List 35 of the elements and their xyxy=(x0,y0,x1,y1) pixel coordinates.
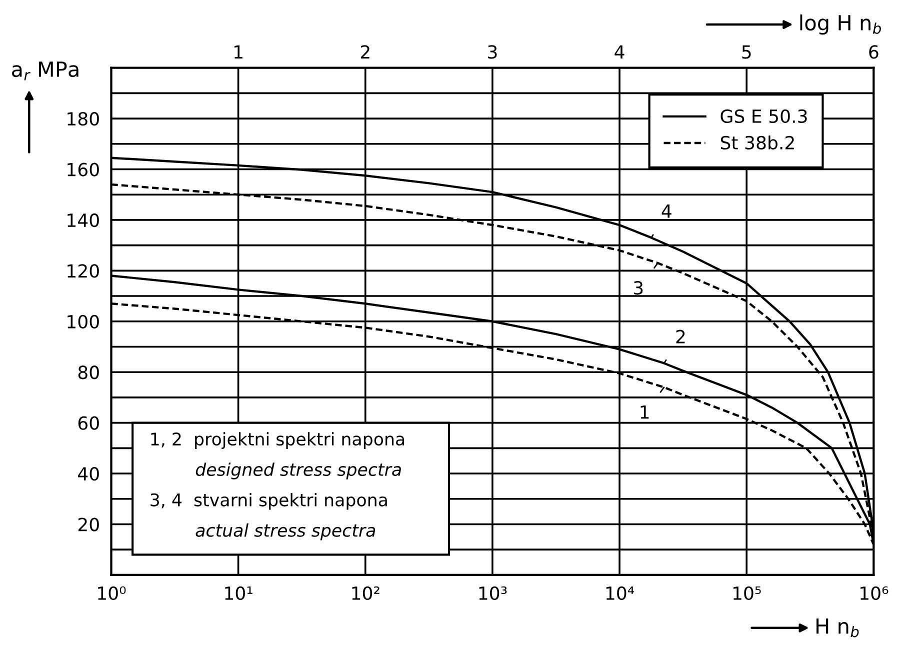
x2-tick-label: 5 xyxy=(742,45,751,59)
y-tick-label: 100 xyxy=(68,314,99,328)
y-tick-label: 60 xyxy=(78,416,99,430)
x-tick-label: 10³ xyxy=(479,586,507,600)
y-tick-label: 160 xyxy=(68,162,99,176)
annotation: actual stress spectra xyxy=(196,523,376,540)
y-tick-label: 20 xyxy=(78,518,99,532)
annotation: 3 xyxy=(634,281,643,295)
legend-label: St 38b.2 xyxy=(720,136,794,150)
x-tick-label: 10¹ xyxy=(225,586,252,600)
y-tick-label: 140 xyxy=(68,213,99,228)
annotation: 1, 2 projektni spektri napona xyxy=(151,432,404,449)
x-tick-label: 10⁵ xyxy=(733,586,761,600)
y-tick-label: 40 xyxy=(78,466,99,481)
x-tick-label: 10⁰ xyxy=(98,586,126,600)
y-axis-title: a$_{r}$ MPa xyxy=(12,62,78,80)
annotation: 4 xyxy=(662,204,672,218)
x2-tick-label: 4 xyxy=(614,45,624,59)
x-axis-title: H n$_{b}$ xyxy=(816,618,859,638)
x2-tick-label: 2 xyxy=(360,45,370,59)
x2-axis-title: log H n$_{b}$ xyxy=(800,14,881,35)
annotation: 1 xyxy=(640,406,649,419)
x-tick-label: 10⁴ xyxy=(606,586,634,600)
x-tick-label: 10² xyxy=(352,586,380,600)
y-tick-label: 180 xyxy=(68,112,99,126)
x2-tick-label: 1 xyxy=(234,45,242,59)
y-tick-label: 120 xyxy=(68,264,99,278)
x2-tick-label: 6 xyxy=(869,45,878,59)
annotation: 2 xyxy=(676,330,685,344)
annotation: 3, 4 stvarni spektri napona xyxy=(150,493,387,510)
y-tick-label: 80 xyxy=(78,366,99,380)
x2-tick-label: 3 xyxy=(488,45,497,59)
legend-label: GS E 50.3 xyxy=(720,109,807,124)
annotation: designed stress spectra xyxy=(196,462,401,480)
x-tick-label: 10⁶ xyxy=(860,586,888,600)
